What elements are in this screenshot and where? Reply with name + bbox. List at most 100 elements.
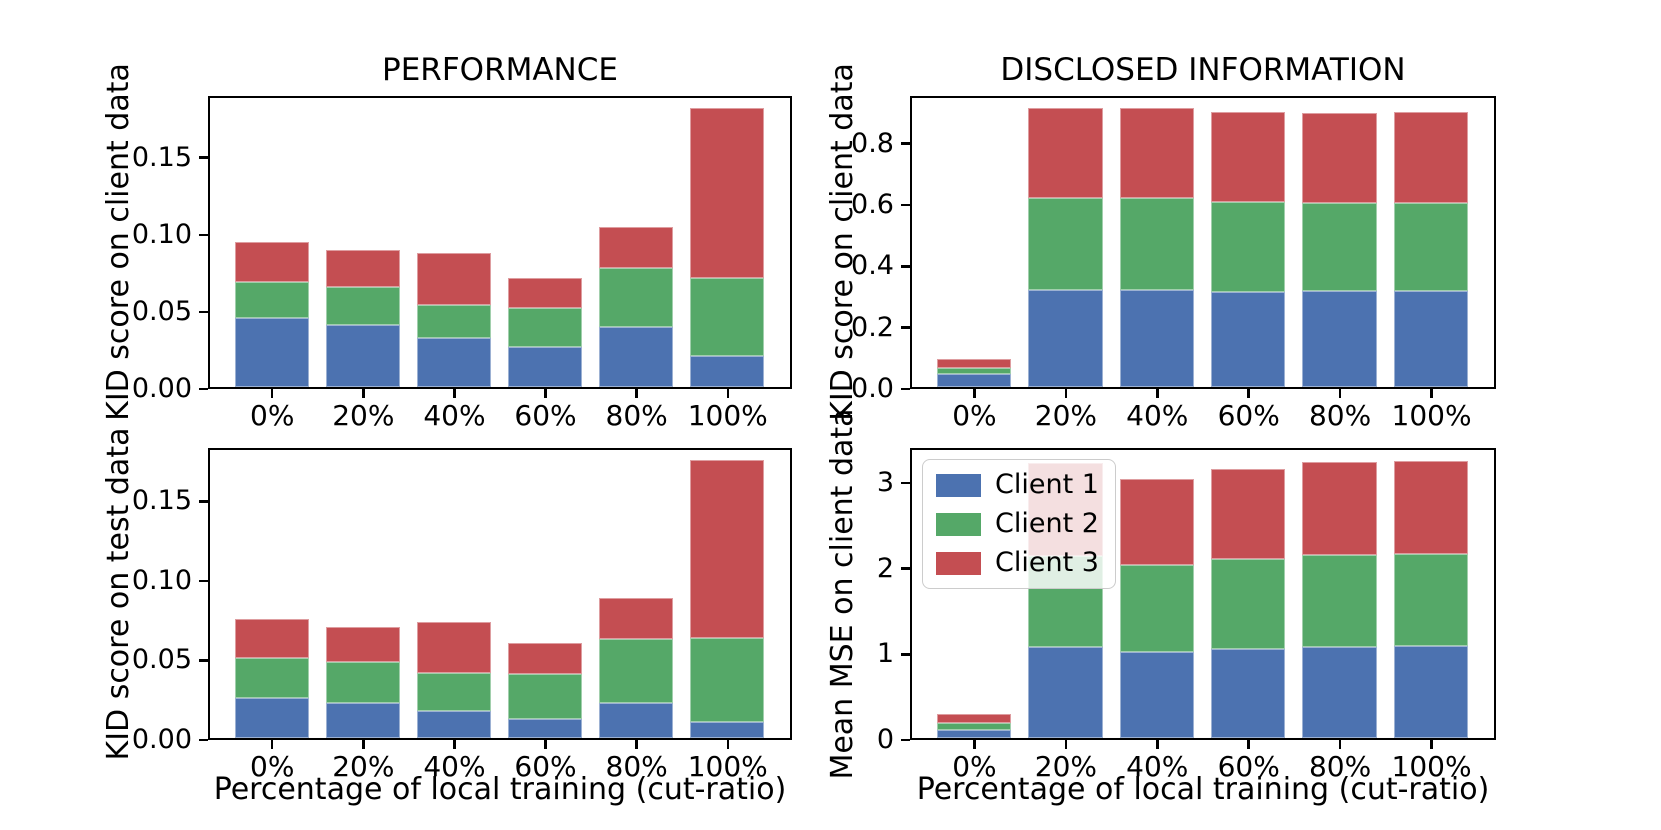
- bar-segment-client-1: [936, 373, 1012, 387]
- bar-segment-client-3: [325, 626, 400, 662]
- legend-row: Client 3: [936, 548, 1099, 578]
- bar-segment-client-1: [690, 722, 765, 738]
- subplot-disclosed-mse-client: Client 1 Client 2 Client 3: [910, 448, 1496, 740]
- bar-segment-client-3: [1302, 462, 1377, 555]
- y-tick-mark: [901, 481, 910, 485]
- legend-swatch-icon: [936, 551, 981, 575]
- x-tick-label: 20%: [1034, 750, 1097, 783]
- y-tick-mark: [901, 203, 910, 207]
- bar-stack-80%: [599, 598, 674, 738]
- y-tick-label: 0.2: [851, 311, 894, 343]
- x-tick-label: 20%: [332, 399, 395, 432]
- bar-stack-0%: [234, 618, 309, 738]
- x-tick-label: 40%: [423, 750, 486, 783]
- bar-segment-client-2: [599, 268, 674, 327]
- y-tick-label: 0.15: [131, 141, 192, 173]
- x-tick-label: 60%: [514, 750, 577, 783]
- bar-segment-client-2: [1028, 198, 1103, 290]
- bar-stack-20%: [1028, 108, 1103, 387]
- bar-segment-client-3: [1028, 108, 1103, 199]
- x-tick-mark: [1430, 740, 1433, 749]
- x-tick-label: 80%: [1308, 399, 1372, 432]
- y-tick-label: 0.05: [131, 644, 192, 676]
- y-tick-mark: [901, 387, 910, 391]
- bar-segment-client-1: [325, 703, 400, 738]
- x-tick-mark: [1430, 389, 1433, 398]
- bar-stack-40%: [1119, 478, 1194, 738]
- bar-segment-client-3: [599, 226, 674, 269]
- bar-segment-client-3: [1302, 112, 1377, 203]
- y-tick-label: 0.15: [131, 485, 192, 517]
- x-tick-mark: [270, 740, 274, 749]
- bar-segment-client-2: [936, 723, 1012, 731]
- subplot-title-disclosed-information: DISCLOSED INFORMATION: [1000, 52, 1406, 88]
- y-tick-label: 0: [876, 724, 894, 755]
- y-tick-label: 3: [876, 467, 894, 499]
- x-tick-mark: [453, 740, 456, 749]
- bar-segment-client-3: [325, 249, 400, 287]
- x-tick-label: 40%: [1126, 750, 1189, 783]
- x-tick-mark: [270, 389, 274, 398]
- y-tick-label: 0.6: [851, 188, 894, 220]
- bar-segment-client-2: [1302, 554, 1377, 648]
- bar-segment-client-1: [325, 325, 400, 387]
- x-tick-label: 0%: [250, 750, 295, 783]
- ylabel-kid-score-client-data-top-right: KID score on client data: [825, 63, 860, 421]
- y-tick-mark: [901, 326, 910, 329]
- bar-segment-client-1: [416, 337, 492, 387]
- bar-segment-client-1: [936, 730, 1012, 738]
- bar-segment-client-3: [936, 714, 1012, 724]
- bar-stack-80%: [1302, 462, 1377, 738]
- x-tick-label: 0%: [952, 750, 997, 783]
- legend-swatch-icon: [936, 473, 981, 497]
- bar-segment-client-3: [416, 621, 492, 673]
- bar-segment-client-2: [416, 672, 492, 711]
- bar-segment-client-3: [507, 642, 583, 675]
- bar-segment-client-3: [1393, 112, 1469, 204]
- bar-stack-100%: [1393, 112, 1469, 387]
- bar-stack-60%: [507, 642, 583, 738]
- x-tick-label: 60%: [514, 399, 577, 432]
- legend-row: Client 1: [936, 470, 1099, 500]
- bar-segment-client-1: [507, 346, 583, 387]
- x-tick-label: 60%: [1217, 399, 1280, 432]
- bar-segment-client-2: [1119, 197, 1194, 290]
- x-tick-mark: [726, 740, 729, 749]
- bar-segment-client-3: [936, 359, 1012, 369]
- bar-segment-client-2: [690, 277, 765, 357]
- bar-segment-client-1: [1028, 647, 1103, 738]
- bar-stack-20%: [325, 626, 400, 738]
- bar-stack-60%: [507, 277, 583, 387]
- bar-segment-client-1: [1210, 648, 1286, 738]
- xlabel-cut-ratio-left: Percentage of local training (cut-ratio): [213, 772, 787, 807]
- x-tick-mark: [635, 389, 638, 398]
- bar-segment-client-1: [1393, 645, 1469, 738]
- subplot-performance-kid-client: [208, 96, 792, 389]
- bar-segment-client-2: [1302, 202, 1377, 291]
- x-tick-mark: [726, 389, 729, 398]
- x-tick-mark: [362, 389, 365, 398]
- bar-segment-client-1: [416, 710, 492, 738]
- bar-segment-client-3: [234, 618, 309, 659]
- bar-stack-80%: [599, 226, 674, 387]
- bar-segment-client-3: [1393, 460, 1469, 554]
- x-tick-mark: [453, 389, 456, 398]
- bar-stack-40%: [416, 621, 492, 738]
- bar-segment-client-1: [507, 718, 583, 738]
- bar-segment-client-2: [234, 658, 309, 699]
- x-tick-label: 80%: [1308, 750, 1372, 783]
- y-tick-mark: [199, 387, 208, 391]
- x-tick-mark: [973, 740, 976, 749]
- y-tick-label: 0.00: [131, 373, 192, 404]
- y-tick-mark: [901, 653, 910, 656]
- bar-stack-100%: [690, 459, 765, 738]
- x-tick-label: 100%: [687, 750, 768, 783]
- x-tick-mark: [635, 740, 638, 749]
- bar-segment-client-2: [1119, 565, 1194, 652]
- y-tick-mark: [199, 579, 208, 583]
- bar-segment-client-2: [507, 308, 583, 347]
- x-tick-mark: [1247, 740, 1250, 749]
- bar-stack-40%: [1119, 107, 1194, 387]
- bar-stack-40%: [416, 252, 492, 387]
